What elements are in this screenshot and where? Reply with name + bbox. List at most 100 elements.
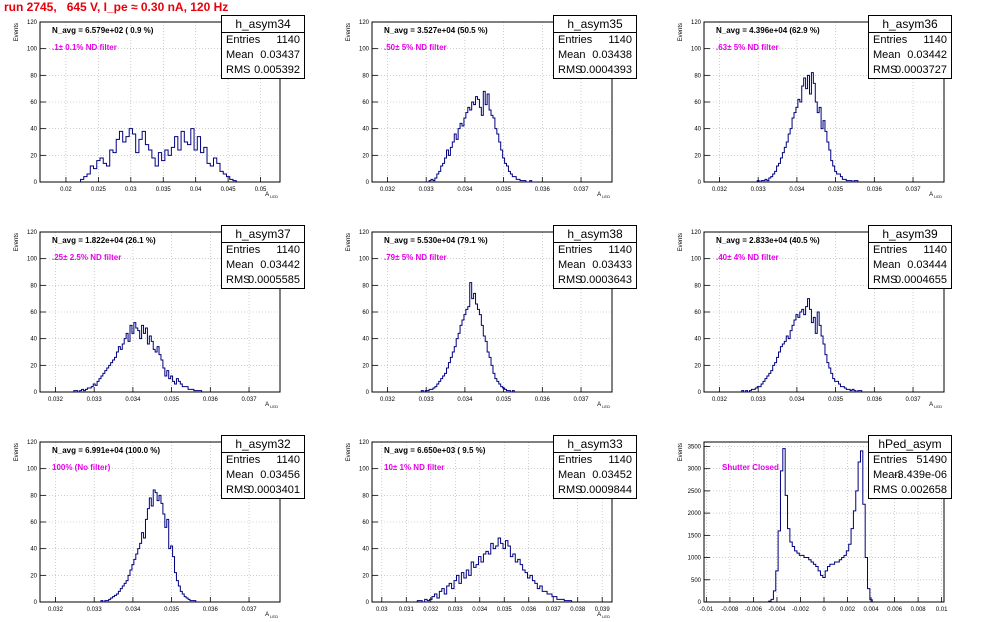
stats-row-rms: RMS 0.0003643 <box>554 273 636 288</box>
stats-value: 0.03437 <box>260 49 300 61</box>
histogram-bin <box>542 591 544 602</box>
histogram-bin <box>828 566 830 602</box>
x-tick-label: 0.035 <box>156 187 172 193</box>
histogram-h_asym33 <box>416 537 573 603</box>
histogram-bin <box>106 166 109 182</box>
histogram-bin <box>515 562 517 602</box>
y-tick-label: 120 <box>359 20 370 26</box>
plot-h_asym35: 0.032 0.033 0.034 0.035 0.036 0.037 0 20 40 60 80 1… <box>346 20 613 199</box>
histogram-bin <box>798 99 800 182</box>
navg-label: N_avg = 5.530e+04 (79.1 %) <box>384 236 488 245</box>
stats-value: 0.0009844 <box>580 484 632 496</box>
stats-box-h_asym37: h_asym37 Entries 1140 Mean 0.03442 RMS 0.00055… <box>221 225 305 289</box>
histogram-bin <box>151 506 153 602</box>
histogram-bin <box>486 551 488 602</box>
x-axis-title: A LED <box>265 612 278 619</box>
stats-value: 51490 <box>916 454 947 466</box>
stats-row-rms: RMS 0.0003727 <box>869 63 951 78</box>
stats-key: Mean <box>873 49 901 61</box>
stats-row-rms: RMS 0.0004655 <box>869 273 951 288</box>
stats-value: 1140 <box>923 244 947 256</box>
y-axis-title: Events <box>14 443 20 461</box>
histogram-bin <box>474 105 476 182</box>
histogram-bin <box>809 94 811 182</box>
x-tick-label: 0.032 <box>423 607 439 613</box>
plot-h_asym36: 0.032 0.033 0.034 0.035 0.036 0.037 0 20 40 60 80 1… <box>678 20 945 199</box>
stats-key: Mean <box>226 469 254 481</box>
histogram-bin <box>483 336 485 392</box>
x-tick-label: 0.035 <box>828 397 844 403</box>
histogram-bin <box>134 559 136 602</box>
stats-row-rms: RMS 0.0005585 <box>222 273 304 288</box>
stats-key: Entries <box>873 244 908 256</box>
y-tick-label: 80 <box>30 283 37 289</box>
stats-value: 1140 <box>276 454 300 466</box>
y-axis-title: Events <box>346 443 352 461</box>
histogram-bin <box>113 360 115 392</box>
histogram-bin <box>780 347 782 392</box>
stats-key: RMS <box>226 484 251 496</box>
histogram-bin <box>537 589 539 602</box>
y-tick-label: 60 <box>362 520 369 526</box>
y-tick-label: 20 <box>30 363 37 369</box>
y-tick-label: 120 <box>691 230 702 236</box>
histogram-bin <box>839 560 841 602</box>
stats-title: h_asym32 <box>222 436 304 453</box>
stats-row-rms: RMS 0.002658 <box>869 483 951 498</box>
histogram-bin <box>464 578 466 602</box>
histogram-bin <box>113 153 116 182</box>
x-tick-label: 0.033 <box>419 397 435 403</box>
filter-label: .25± 2.5% ND filter <box>52 253 121 262</box>
histogram-bin <box>795 551 797 602</box>
y-tick-label: 80 <box>694 73 701 79</box>
filter-label: .1± 0.1% ND filter <box>52 43 117 52</box>
stats-value: 1140 <box>923 34 947 46</box>
navg-label: N_avg = 6.579e+02 ( 0.9 %) <box>52 26 154 35</box>
stats-value: 0.03442 <box>260 259 300 271</box>
stats-row-entries: Entries 1140 <box>554 453 636 468</box>
histogram-bin <box>489 110 491 182</box>
histogram-bin <box>115 357 117 392</box>
histogram-bin <box>462 320 464 392</box>
y-tick-label: 0 <box>366 390 370 396</box>
stats-value: 0.0004655 <box>895 274 947 286</box>
histogram-bin <box>149 498 151 602</box>
histogram-bin <box>144 333 146 392</box>
x-tick-label: -0.002 <box>792 607 810 613</box>
x-tick-label: 0.033 <box>751 397 767 403</box>
stats-key: RMS <box>558 484 583 496</box>
x-axis-title: A LED <box>265 402 278 409</box>
histogram-bin <box>474 293 476 392</box>
stats-box-hPed_asym: hPed_asym Entries 51490 Mean -3.439e-06 RMS 0.… <box>868 435 952 499</box>
stats-key: Entries <box>558 244 593 256</box>
histogram-bin <box>462 126 464 182</box>
histogram-bin <box>474 567 476 602</box>
stats-row-entries: Entries 51490 <box>869 453 951 468</box>
histogram-bin <box>469 575 471 602</box>
histogram-bin <box>472 102 474 182</box>
y-tick-label: 100 <box>691 47 702 53</box>
y-tick-label: 120 <box>359 440 370 446</box>
y-tick-label: 20 <box>362 153 369 159</box>
histogram-bin <box>479 315 481 392</box>
histogram-bin <box>201 153 204 182</box>
y-tick-label: 60 <box>694 100 701 106</box>
filter-label: Shutter Closed <box>722 463 779 472</box>
filter-label: .50± 5% ND filter <box>384 43 447 52</box>
histogram-bin <box>849 544 851 602</box>
y-tick-label: 120 <box>27 230 38 236</box>
y-tick-label: 120 <box>359 230 370 236</box>
stats-row-entries: Entries 1140 <box>222 33 304 48</box>
histogram-bin <box>178 150 181 182</box>
histogram-bin <box>512 177 514 182</box>
stats-value: 1140 <box>276 34 300 46</box>
stats-row-rms: RMS 0.0003401 <box>222 483 304 498</box>
histogram-bin <box>437 598 439 602</box>
x-tick-label: 0.031 <box>399 607 415 613</box>
x-tick-label: 0.034 <box>457 397 473 403</box>
x-tick-label: 0.01 <box>936 607 948 613</box>
x-tick-label: 0.036 <box>867 397 883 403</box>
stats-key: Mean <box>226 49 254 61</box>
y-tick-label: 0 <box>698 600 702 606</box>
y-axis-title: Events <box>346 23 352 41</box>
